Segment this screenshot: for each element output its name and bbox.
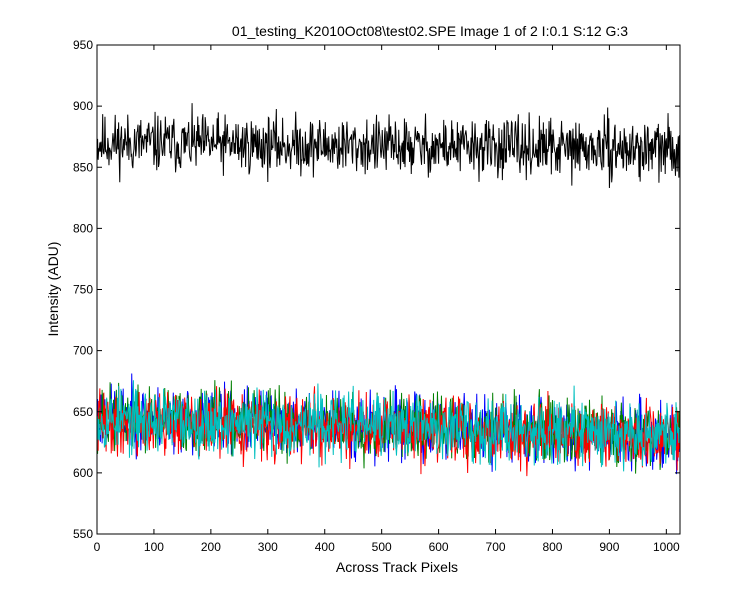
- x-axis-label: Across Track Pixels: [336, 559, 458, 575]
- x-tick-label: 600: [429, 540, 449, 554]
- x-tick-label: 1000: [653, 540, 680, 554]
- y-tick-label: 950: [73, 38, 93, 52]
- x-tick-label: 800: [542, 540, 562, 554]
- x-tick-label: 300: [258, 540, 278, 554]
- series-layer: [96, 103, 680, 477]
- y-tick-label: 750: [73, 283, 93, 297]
- x-tick-label: 0: [94, 540, 101, 554]
- x-tick-label: 500: [372, 540, 392, 554]
- x-tick-label: 900: [599, 540, 619, 554]
- x-tick-label: 200: [201, 540, 221, 554]
- y-axis-label: Intensity (ADU): [45, 242, 61, 337]
- series-line-5: [96, 380, 680, 472]
- y-tick-label: 700: [73, 344, 93, 358]
- y-tick-label: 850: [73, 160, 93, 174]
- y-tick-label: 650: [73, 405, 93, 419]
- y-tick-label: 550: [73, 527, 93, 541]
- x-tick-label: 400: [315, 540, 335, 554]
- chart-title: 01_testing_K2010Oct08\test02.SPE Image 1…: [232, 23, 628, 39]
- x-tick-label: 100: [144, 540, 164, 554]
- x-tick-label: 700: [486, 540, 506, 554]
- y-tick-label: 800: [73, 221, 93, 235]
- y-tick-label: 900: [73, 99, 93, 113]
- ticks-layer: 0 100 200 300 400 500 600 700 800 900 1000 550 600 65…: [73, 38, 680, 554]
- series-line-1: [96, 103, 680, 189]
- y-tick-label: 600: [73, 466, 93, 480]
